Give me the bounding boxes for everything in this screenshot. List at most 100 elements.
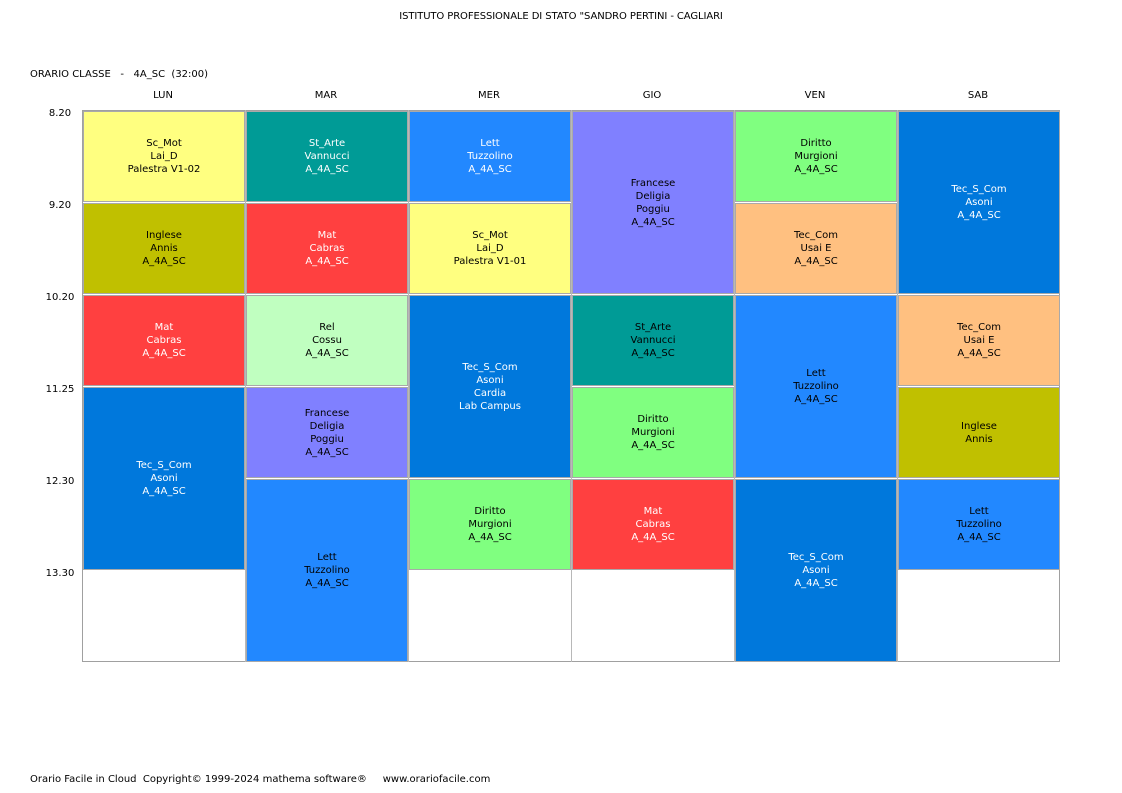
lesson-cell[interactable]: Tec_S_Com Asoni A_4A_SC xyxy=(735,479,897,662)
lesson-cell[interactable]: Tec_S_Com Asoni A_4A_SC xyxy=(83,387,245,570)
lesson-line: Lett xyxy=(480,138,500,149)
lesson-line: Inglese xyxy=(146,230,182,241)
lesson-cell[interactable]: Diritto Murgioni A_4A_SC xyxy=(409,479,571,570)
lesson-line: A_4A_SC xyxy=(468,532,512,543)
time-label: 9.20 xyxy=(48,200,72,211)
lesson-line: A_4A_SC xyxy=(794,578,838,589)
lesson-line: A_4A_SC xyxy=(957,210,1001,221)
lesson-cell[interactable]: Francese Deligia Poggiu A_4A_SC xyxy=(246,387,408,478)
day-header: VEN xyxy=(804,90,826,101)
lesson-line: Lai_D xyxy=(476,243,504,254)
lesson-line: Diritto xyxy=(637,414,669,425)
lesson-cell[interactable]: St_Arte Vannucci A_4A_SC xyxy=(246,111,408,202)
lesson-line: Asoni xyxy=(965,197,993,208)
lesson-line: St_Arte xyxy=(308,138,346,149)
lesson-line: Tec_S_Com xyxy=(788,552,844,563)
lesson-cell[interactable]: Tec_Com Usai E A_4A_SC xyxy=(898,295,1060,386)
lesson-line: Tuzzolino xyxy=(467,151,513,162)
lesson-line: Tec_Com xyxy=(794,230,838,241)
lesson-cell[interactable]: Sc_Mot Lai_D Palestra V1-01 xyxy=(409,203,571,294)
lesson-cell[interactable]: Sc_Mot Lai_D Palestra V1-02 xyxy=(83,111,245,202)
lesson-cell[interactable]: Diritto Murgioni A_4A_SC xyxy=(572,387,734,478)
lesson-line: Lab Campus xyxy=(459,400,521,412)
lesson-line: Inglese xyxy=(961,420,997,432)
lesson-line: Tuzzolino xyxy=(304,565,350,576)
lesson-line: A_4A_SC xyxy=(305,578,349,589)
lesson-line: Asoni xyxy=(476,374,504,386)
lesson-line: Lett xyxy=(317,552,337,563)
column-divider xyxy=(897,110,898,662)
lesson-line: A_4A_SC xyxy=(468,164,512,175)
lesson-line: St_Arte xyxy=(634,322,672,333)
lesson-line: Vannucci xyxy=(304,151,350,162)
lesson-cell[interactable]: Lett Tuzzolino A_4A_SC xyxy=(735,295,897,478)
lesson-line: Mat xyxy=(154,322,174,333)
lesson-line: A_4A_SC xyxy=(305,348,349,359)
column-divider xyxy=(734,110,735,662)
lesson-cell[interactable]: St_Arte Vannucci A_4A_SC xyxy=(572,295,734,386)
lesson-cell[interactable]: Diritto Murgioni A_4A_SC xyxy=(735,111,897,202)
lesson-line: A_4A_SC xyxy=(142,348,186,359)
lesson-cell[interactable]: Mat Cabras A_4A_SC xyxy=(83,295,245,386)
lesson-line: Diritto xyxy=(800,138,832,149)
lesson-line: Tuzzolino xyxy=(956,519,1002,530)
day-header: MAR xyxy=(314,90,338,101)
time-label: 8.20 xyxy=(48,108,72,119)
lesson-line: Usai E xyxy=(963,335,995,346)
lesson-line: A_4A_SC xyxy=(142,256,186,267)
lesson-line: Diritto xyxy=(474,506,506,517)
lesson-cell[interactable]: Inglese Annis A_4A_SC xyxy=(83,203,245,294)
lesson-line: Annis xyxy=(150,243,178,254)
lesson-line: A_4A_SC xyxy=(142,486,186,497)
lesson-line: Tec_S_Com xyxy=(462,361,518,373)
lesson-cell[interactable]: Inglese Annis xyxy=(898,387,1060,478)
column-divider xyxy=(571,110,572,662)
class-label: ORARIO CLASSE - 4A_SC (32:00) xyxy=(30,69,209,80)
lesson-line: Annis xyxy=(965,433,993,445)
lesson-line: Tec_Com xyxy=(957,322,1001,333)
lesson-cell[interactable]: Tec_Com Usai E A_4A_SC xyxy=(735,203,897,294)
lesson-cell[interactable]: Tec_S_Com Asoni Cardia Lab Campus xyxy=(409,295,571,478)
lesson-line: Tec_S_Com xyxy=(136,460,192,471)
lesson-cell[interactable]: Rel Cossu A_4A_SC xyxy=(246,295,408,386)
lesson-line: Tec_S_Com xyxy=(951,184,1007,195)
lesson-line: Cabras xyxy=(309,243,345,254)
lesson-line: Lett xyxy=(969,506,989,517)
lesson-line: A_4A_SC xyxy=(631,440,675,451)
lesson-line: A_4A_SC xyxy=(794,394,838,405)
lesson-line: A_4A_SC xyxy=(305,446,349,458)
lesson-line: Deligia xyxy=(635,190,671,202)
lesson-cell[interactable]: Mat Cabras A_4A_SC xyxy=(246,203,408,294)
lesson-line: Cabras xyxy=(635,519,671,530)
column-divider xyxy=(245,110,246,662)
lesson-line: Mat xyxy=(317,230,337,241)
footer-copyright: Orario Facile in Cloud Copyright© 1999-2… xyxy=(30,774,491,785)
lesson-cell[interactable]: Mat Cabras A_4A_SC xyxy=(572,479,734,570)
time-label: 13.30 xyxy=(45,568,75,579)
lesson-line: A_4A_SC xyxy=(794,164,838,175)
day-header: GIO xyxy=(642,90,662,101)
day-header: SAB xyxy=(967,90,989,101)
lesson-line: Vannucci xyxy=(630,335,676,346)
lesson-line: A_4A_SC xyxy=(794,256,838,267)
day-header: MER xyxy=(478,90,500,101)
lesson-line: Francese xyxy=(630,177,676,189)
lesson-line: Palestra V1-01 xyxy=(453,256,527,267)
lesson-line: A_4A_SC xyxy=(631,532,675,543)
lesson-cell[interactable]: Lett Tuzzolino A_4A_SC xyxy=(246,479,408,662)
lesson-line: Poggiu xyxy=(310,433,344,445)
time-label: 11.25 xyxy=(45,384,75,395)
lesson-line: Cabras xyxy=(146,335,182,346)
lesson-line: Francese xyxy=(304,407,350,419)
lesson-line: A_4A_SC xyxy=(305,256,349,267)
lesson-cell[interactable]: Lett Tuzzolino A_4A_SC xyxy=(898,479,1060,570)
lesson-cell[interactable]: Lett Tuzzolino A_4A_SC xyxy=(409,111,571,202)
lesson-line: Sc_Mot xyxy=(472,230,508,241)
lesson-line: Cossu xyxy=(312,335,342,346)
lesson-cell[interactable]: Francese Deligia Poggiu A_4A_SC xyxy=(572,111,734,294)
school-title: ISTITUTO PROFESSIONALE DI STATO "SANDRO … xyxy=(399,11,723,22)
lesson-line: A_4A_SC xyxy=(957,348,1001,359)
lesson-line: Usai E xyxy=(800,243,832,254)
lesson-line: A_4A_SC xyxy=(957,532,1001,543)
lesson-cell[interactable]: Tec_S_Com Asoni A_4A_SC xyxy=(898,111,1060,294)
